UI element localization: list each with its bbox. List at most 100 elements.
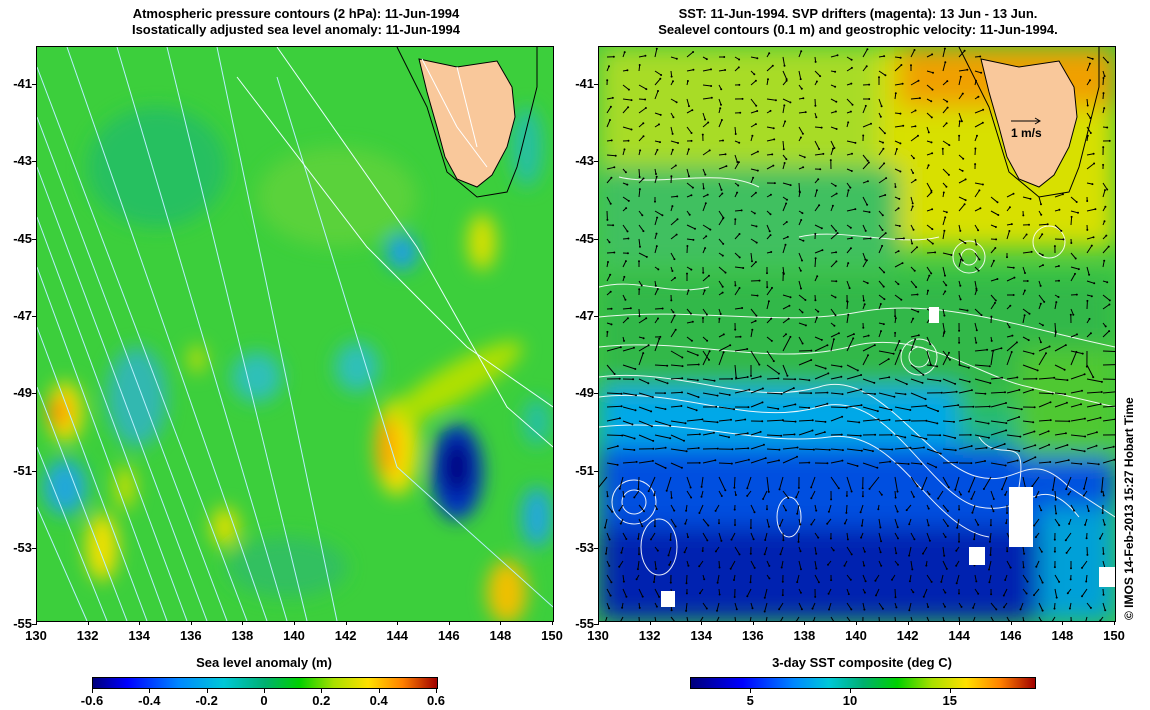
velocity-arrowhead	[989, 554, 992, 556]
velocity-arrow	[622, 532, 627, 540]
velocity-arrowhead	[1083, 417, 1086, 420]
velocity-arrowhead	[1025, 233, 1028, 236]
velocity-arrow	[670, 420, 686, 424]
velocity-arrow	[733, 476, 736, 488]
velocity-arrow	[1054, 193, 1064, 198]
velocity-arrowhead	[994, 299, 997, 302]
velocity-arrow	[814, 204, 820, 212]
velocity-arrow	[846, 404, 862, 408]
velocity-arrow	[1102, 364, 1115, 366]
velocity-arrowhead	[785, 158, 788, 161]
velocity-arrow	[1006, 389, 1020, 394]
velocity-arrowhead	[725, 165, 728, 168]
velocity-arrowhead	[1093, 282, 1096, 285]
velocity-arrow	[766, 434, 782, 437]
velocity-arrow	[974, 252, 980, 260]
velocity-arrowhead	[655, 47, 658, 50]
velocity-arrowhead	[1009, 566, 1012, 569]
velocity-arrowhead	[685, 582, 688, 585]
velocity-arrow	[716, 602, 720, 611]
velocity-arrowhead	[638, 64, 641, 66]
velocity-arrowhead	[1102, 163, 1105, 166]
velocity-arrow	[750, 431, 761, 436]
velocity-arrowhead	[864, 229, 867, 232]
y-tick-label: -43	[13, 153, 32, 169]
velocity-arrowhead	[930, 580, 933, 583]
velocity-arrowhead	[659, 335, 662, 338]
velocity-arrowhead	[811, 419, 814, 422]
velocity-arrow	[878, 163, 885, 170]
velocity-arrowhead	[815, 116, 818, 119]
velocity-arrowhead	[1058, 279, 1060, 282]
velocity-arrowhead	[912, 157, 915, 160]
velocity-arrowhead	[975, 243, 978, 246]
velocity-arrow	[734, 602, 738, 610]
velocity-arrow	[1070, 351, 1077, 366]
velocity-arrowhead	[1034, 536, 1037, 539]
velocity-arrow	[1035, 560, 1040, 568]
x-tick-label: 150	[1103, 628, 1125, 643]
velocity-arrowhead	[734, 133, 737, 135]
velocity-arrowhead	[1048, 443, 1051, 446]
velocity-arrow	[766, 377, 779, 380]
velocity-arrowhead	[1009, 304, 1012, 307]
velocity-arrowhead	[980, 71, 983, 74]
velocity-arrowhead	[736, 161, 739, 163]
velocity-arrowhead	[896, 490, 899, 493]
velocity-arrowhead	[738, 256, 741, 259]
velocity-arrowhead	[720, 119, 723, 121]
velocity-arrowhead	[690, 194, 693, 197]
velocity-arrowhead	[683, 439, 685, 442]
velocity-arrowhead	[718, 593, 721, 596]
velocity-arrowhead	[664, 408, 667, 411]
velocity-arrow	[958, 259, 962, 268]
velocity-arrowhead	[608, 538, 611, 541]
velocity-arrowhead	[831, 204, 834, 207]
velocity-arrowhead	[1039, 302, 1042, 305]
velocity-arrowhead	[892, 352, 895, 355]
velocity-arrowhead	[900, 298, 903, 301]
velocity-arrowhead	[729, 567, 732, 570]
velocity-arrow	[606, 574, 612, 583]
velocity-arrowhead	[1097, 463, 1100, 466]
velocity-arrowhead	[721, 254, 724, 257]
velocity-arrowhead	[689, 312, 692, 315]
velocity-arrowhead	[876, 410, 879, 413]
velocity-arrowhead	[944, 61, 947, 64]
y-tick-mark	[32, 393, 36, 395]
velocity-arrow	[654, 406, 666, 410]
velocity-arrowhead	[800, 50, 803, 53]
velocity-arrow	[926, 378, 941, 382]
velocity-arrowhead	[840, 365, 843, 368]
velocity-arrowhead	[1003, 606, 1005, 609]
velocity-arrowhead	[812, 620, 815, 621]
velocity-arrow	[942, 322, 945, 332]
velocity-arrowhead	[1055, 596, 1058, 599]
y-tick-mark	[594, 547, 598, 549]
velocity-arrowhead	[638, 288, 641, 291]
velocity-arrowhead	[609, 273, 612, 276]
tasmania-landmass	[958, 47, 1100, 198]
velocity-arrowhead	[975, 341, 978, 344]
velocity-arrowhead	[1112, 445, 1115, 448]
velocity-arrow	[894, 340, 900, 352]
velocity-arrow	[638, 420, 653, 427]
velocity-arrow	[942, 252, 952, 256]
velocity-arrowhead	[738, 83, 741, 86]
velocity-arrow	[942, 391, 957, 394]
velocity-arrow	[814, 574, 820, 583]
velocity-arrow	[1085, 574, 1088, 582]
velocity-arrowhead	[959, 284, 962, 287]
velocity-arrowhead	[928, 493, 931, 496]
velocity-arrowhead	[867, 161, 870, 164]
velocity-arrowhead	[703, 289, 706, 292]
velocity-arrowhead	[946, 80, 949, 83]
velocity-arrowhead	[956, 526, 959, 529]
velocity-arrow	[670, 234, 677, 240]
velocity-arrowhead	[826, 402, 829, 405]
velocity-arrow	[1006, 434, 1021, 438]
x-tick-label: 138	[793, 628, 816, 643]
velocity-arrow	[1086, 391, 1102, 394]
velocity-arrow	[910, 364, 924, 376]
velocity-arrowhead	[1083, 373, 1086, 376]
